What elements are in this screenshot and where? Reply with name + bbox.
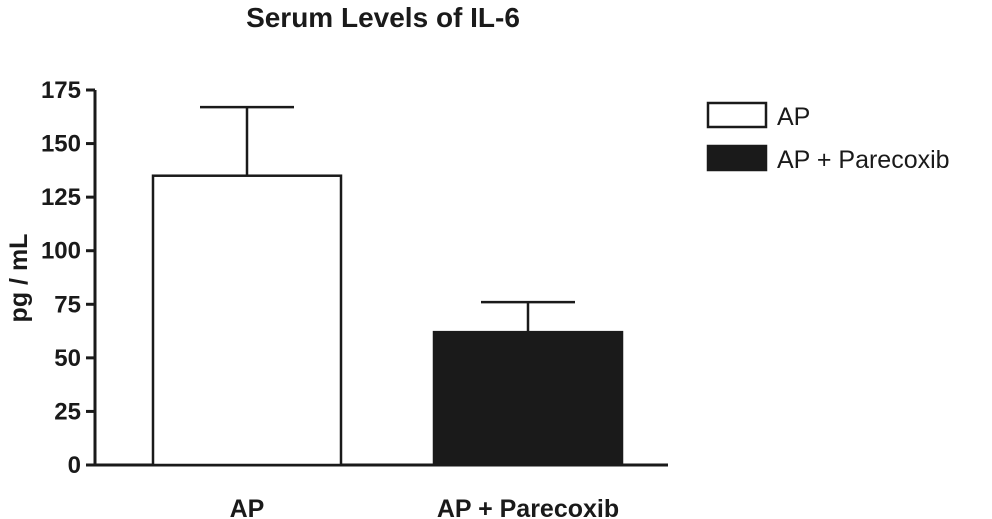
- chart-title: Serum Levels of IL-6: [246, 2, 520, 33]
- y-tick-label: 50: [54, 345, 81, 372]
- bar-ap-parecoxib: [432, 330, 624, 467]
- y-tick-label: 100: [41, 238, 81, 265]
- y-tick-label: 75: [54, 291, 81, 318]
- x-category-label: AP: [230, 495, 265, 519]
- y-tick-label: 125: [41, 184, 81, 211]
- x-axis-categories: AP AP + Parecoxib: [230, 495, 620, 519]
- y-axis-label: pg / mL: [5, 234, 33, 323]
- y-tick-label: 175: [41, 77, 81, 104]
- y-tick-label: 25: [54, 398, 81, 425]
- legend: AP AP + Parecoxib: [706, 101, 950, 174]
- y-tick-label: 0: [68, 452, 81, 479]
- bars-group: [151, 105, 624, 467]
- bar-ap: [151, 174, 343, 467]
- legend-swatch: [706, 101, 768, 129]
- y-tick-label: 150: [41, 131, 81, 158]
- x-category-label: AP + Parecoxib: [437, 495, 619, 519]
- legend-swatch: [706, 144, 768, 172]
- y-axis-ticks: 0 25 50 75 100 125 150 175: [41, 77, 95, 479]
- legend-label: AP + Parecoxib: [777, 146, 950, 174]
- legend-label: AP: [777, 103, 810, 131]
